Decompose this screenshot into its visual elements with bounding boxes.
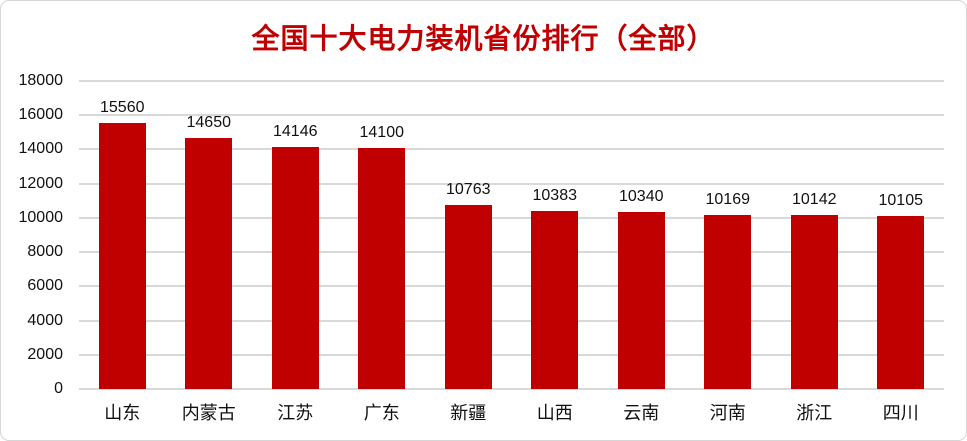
bar — [444, 204, 492, 389]
x-tick-label: 江苏 — [277, 403, 314, 423]
bar-cell: 10142 — [771, 81, 858, 389]
bar — [271, 146, 319, 389]
bar-cell: 10383 — [512, 81, 599, 389]
bar-value-label: 14100 — [359, 123, 405, 141]
gridline — [79, 285, 944, 288]
y-tick-label: 0 — [54, 380, 63, 397]
plot-area: 15560 14650 14146 14100 10763 10383 10340 10169… — [79, 80, 944, 390]
x-tick-label: 山西 — [536, 403, 573, 423]
bars-container: 15560 14650 14146 14100 10763 10383 10340 10169… — [79, 81, 944, 389]
bar-value-label: 14650 — [186, 114, 232, 132]
x-tick-label: 河南 — [709, 403, 746, 423]
x-tick-label: 云南 — [623, 403, 660, 423]
bar-cell: 14650 — [166, 81, 253, 389]
x-tick-label: 山东 — [104, 403, 141, 423]
x-tick-label: 浙江 — [796, 403, 833, 423]
bar-cell: 14146 — [252, 81, 339, 389]
bar-value-label: 10383 — [532, 187, 578, 205]
bar-value-label: 10763 — [446, 180, 491, 198]
gridline — [79, 251, 944, 254]
bar-value-label: 14146 — [273, 122, 318, 140]
y-tick-label: 2000 — [27, 345, 63, 363]
bar-cell: 10169 — [685, 81, 772, 389]
bar-value-label: 10340 — [619, 188, 664, 206]
bar-value-label: 10105 — [878, 192, 924, 210]
bar-cell: 10763 — [425, 81, 512, 389]
gridline — [79, 353, 944, 356]
bar — [98, 122, 146, 389]
chart-title: 全国十大电力装机省份排行（全部） — [251, 23, 716, 54]
gridline — [79, 114, 944, 117]
y-tick-label: 18000 — [18, 72, 64, 89]
gridlines — [79, 80, 944, 390]
y-tick-label: 8000 — [27, 243, 63, 261]
bar-cell: 10340 — [598, 81, 685, 389]
gridline — [79, 148, 944, 151]
y-axis-labels: 0 2000 4000 6000 8000 10000 12000 14000 16000 180… — [1, 73, 71, 397]
bar — [704, 215, 752, 389]
bar-value-label: 10142 — [792, 191, 837, 209]
bar-value-label: 10169 — [705, 191, 751, 208]
bar-value-label: 15560 — [100, 98, 145, 116]
bar-cell: 10105 — [858, 81, 945, 389]
x-tick-label: 广东 — [363, 403, 400, 423]
bar — [531, 211, 579, 389]
gridline — [79, 80, 944, 82]
y-tick-label: 6000 — [27, 277, 63, 295]
y-tick-label: 4000 — [27, 311, 63, 329]
gridline — [79, 388, 944, 390]
bar — [617, 212, 665, 389]
bar-cell: 15560 — [79, 81, 166, 389]
bar — [358, 147, 406, 389]
x-tick-label: 新疆 — [450, 403, 487, 423]
x-tick-label: 四川 — [882, 403, 919, 423]
bar-cell: 14100 — [339, 81, 426, 389]
y-tick-label: 12000 — [18, 174, 64, 192]
x-axis-labels: 山东 内蒙古 江苏 广东 新疆 山西 云南 河南 浙江 四川 — [79, 399, 944, 425]
gridline — [79, 319, 944, 322]
bar — [877, 216, 925, 389]
gridline — [79, 216, 944, 219]
bar — [185, 138, 233, 389]
bar — [790, 215, 838, 389]
y-tick-label: 16000 — [18, 106, 64, 124]
x-tick-label: 内蒙古 — [181, 403, 236, 423]
y-tick-label: 14000 — [18, 140, 64, 158]
gridline — [79, 182, 944, 185]
y-tick-label: 10000 — [18, 208, 64, 226]
